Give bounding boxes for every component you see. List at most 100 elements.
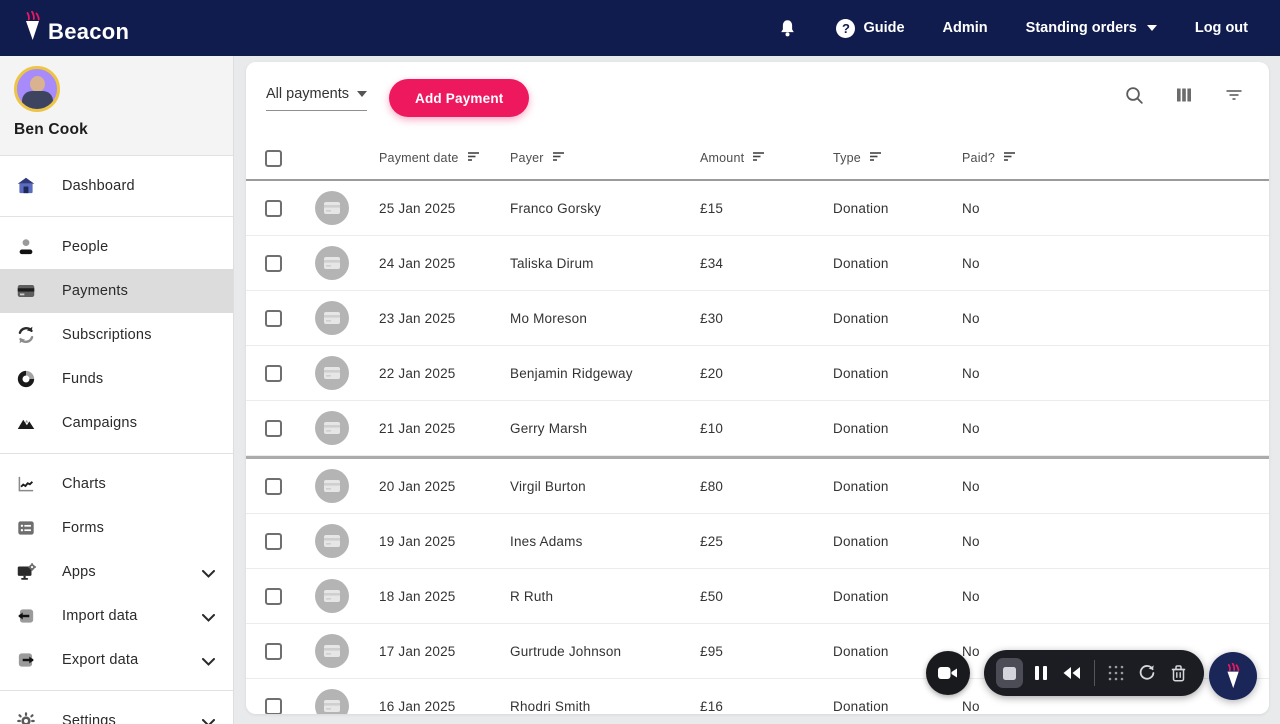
profile-block[interactable]: Ben Cook	[0, 56, 233, 155]
row-checkbox[interactable]	[265, 365, 282, 382]
cell-amount: £80	[700, 479, 724, 494]
select-all-checkbox[interactable]	[265, 150, 282, 167]
table-row[interactable]: 19 Jan 2025 Ines Adams £25 Donation No	[246, 514, 1269, 569]
payment-avatar	[315, 469, 349, 503]
sidebar-item-subscriptions[interactable]: Subscriptions	[0, 313, 233, 357]
sort-icon[interactable]	[1003, 151, 1016, 165]
sidebar-item-import-data[interactable]: Import data	[0, 594, 233, 638]
house-icon	[15, 175, 37, 197]
guide-link[interactable]: ? Guide	[836, 18, 905, 38]
cell-type: Donation	[833, 366, 889, 381]
row-checkbox[interactable]	[265, 478, 282, 495]
table-row[interactable]: 18 Jan 2025 R Ruth £50 Donation No	[246, 569, 1269, 624]
sidebar-item-label: Apps	[62, 564, 96, 580]
cell-date: 16 Jan 2025	[379, 699, 456, 714]
cell-payer: Rhodri Smith	[510, 699, 591, 714]
credit-card-icon	[324, 422, 340, 434]
export-arrow-icon	[15, 649, 37, 671]
standing-orders-dropdown[interactable]: Standing orders	[1026, 20, 1157, 36]
chevron-down-icon	[202, 565, 215, 583]
cell-amount: £16	[700, 699, 724, 714]
sidebar-item-campaigns[interactable]: Campaigns	[0, 401, 233, 445]
divider	[1093, 660, 1095, 686]
row-checkbox[interactable]	[265, 698, 282, 714]
sidebar-item-people[interactable]: People	[0, 225, 233, 269]
row-checkbox[interactable]	[265, 588, 282, 605]
table-row[interactable]: 16 Jan 2025 Rhodri Smith £16 Donation No	[246, 679, 1269, 714]
cell-type: Donation	[833, 589, 889, 604]
cell-paid: No	[962, 479, 980, 494]
add-payment-button[interactable]: Add Payment	[389, 79, 530, 117]
sort-icon[interactable]	[752, 151, 765, 165]
row-checkbox[interactable]	[265, 643, 282, 660]
sidebar-item-apps[interactable]: Apps	[0, 550, 233, 594]
donut-chart-icon	[15, 368, 37, 390]
sidebar-item-settings[interactable]: Settings	[0, 699, 233, 724]
table-row[interactable]: 21 Jan 2025 Gerry Marsh £10 Donation No	[246, 401, 1269, 456]
row-checkbox[interactable]	[265, 255, 282, 272]
sidebar-item-export-data[interactable]: Export data	[0, 638, 233, 682]
filter-icon[interactable]	[1221, 82, 1247, 108]
sort-icon[interactable]	[467, 151, 480, 165]
cell-payer: R Ruth	[510, 589, 554, 604]
chevron-down-icon	[202, 714, 215, 724]
table-row[interactable]: 22 Jan 2025 Benjamin Ridgeway £20 Donati…	[246, 346, 1269, 401]
media-control-bar	[984, 650, 1204, 696]
sort-icon[interactable]	[869, 151, 882, 165]
sort-icon[interactable]	[552, 151, 565, 165]
column-header-payment-date[interactable]: Payment date	[379, 151, 480, 165]
table-row[interactable]: 23 Jan 2025 Mo Moreson £30 Donation No	[246, 291, 1269, 346]
cell-payer: Benjamin Ridgeway	[510, 366, 633, 381]
pause-button[interactable]	[1027, 658, 1054, 688]
table-row[interactable]: 20 Jan 2025 Virgil Burton £80 Donation N…	[246, 459, 1269, 514]
table-row[interactable]: 25 Jan 2025 Franco Gorsky £15 Donation N…	[246, 181, 1269, 236]
rewind-button[interactable]	[1058, 658, 1085, 688]
payment-avatar	[315, 524, 349, 558]
column-header-paid[interactable]: Paid?	[962, 151, 1016, 165]
sidebar-item-charts[interactable]: Charts	[0, 462, 233, 506]
stop-button[interactable]	[996, 658, 1024, 688]
columns-icon[interactable]	[1171, 82, 1197, 108]
cell-paid: No	[962, 366, 980, 381]
log-out-link[interactable]: Log out	[1194, 20, 1248, 36]
sidebar-item-funds[interactable]: Funds	[0, 357, 233, 401]
cell-amount: £25	[700, 534, 724, 549]
sidebar-item-dashboard[interactable]: Dashboard	[0, 164, 233, 208]
view-selector[interactable]: All payments	[266, 86, 367, 111]
payments-toolbar: All payments Add Payment	[246, 62, 1269, 140]
form-card-icon	[15, 517, 37, 539]
trash-icon	[1171, 665, 1186, 682]
cell-date: 19 Jan 2025	[379, 534, 456, 549]
sidebar-item-label: Subscriptions	[62, 327, 152, 343]
chevron-down-icon	[202, 609, 215, 627]
sidebar-item-forms[interactable]: Forms	[0, 506, 233, 550]
column-header-amount[interactable]: Amount	[700, 151, 765, 165]
cell-type: Donation	[833, 256, 889, 271]
table-row[interactable]: 24 Jan 2025 Taliska Dirum £34 Donation N…	[246, 236, 1269, 291]
row-checkbox[interactable]	[265, 200, 282, 217]
restart-button[interactable]	[1134, 658, 1161, 688]
credit-card-icon	[324, 367, 340, 379]
dot-grid-button[interactable]	[1102, 658, 1129, 688]
column-header-payer[interactable]: Payer	[510, 151, 565, 165]
search-icon[interactable]	[1121, 82, 1147, 108]
sidebar-section: Dashboard	[0, 155, 233, 216]
cell-amount: £34	[700, 256, 724, 271]
row-checkbox[interactable]	[265, 420, 282, 437]
admin-link[interactable]: Admin	[942, 20, 988, 36]
sidebar-item-label: Payments	[62, 283, 129, 299]
sidebar-item-payments[interactable]: Payments	[0, 269, 233, 313]
notifications-bell-icon[interactable]	[777, 18, 798, 39]
credit-card-icon	[324, 257, 340, 269]
cell-amount: £95	[700, 644, 724, 659]
row-checkbox[interactable]	[265, 533, 282, 550]
cell-date: 22 Jan 2025	[379, 366, 456, 381]
cell-payer: Gerry Marsh	[510, 421, 588, 436]
row-checkbox[interactable]	[265, 310, 282, 327]
beacon-widget-button[interactable]	[1209, 652, 1257, 700]
payment-avatar	[315, 246, 349, 280]
trash-button[interactable]	[1165, 658, 1192, 688]
brand-logo[interactable]: Beacon	[22, 10, 129, 46]
column-header-type[interactable]: Type	[833, 151, 882, 165]
video-camera-button[interactable]	[926, 651, 970, 695]
